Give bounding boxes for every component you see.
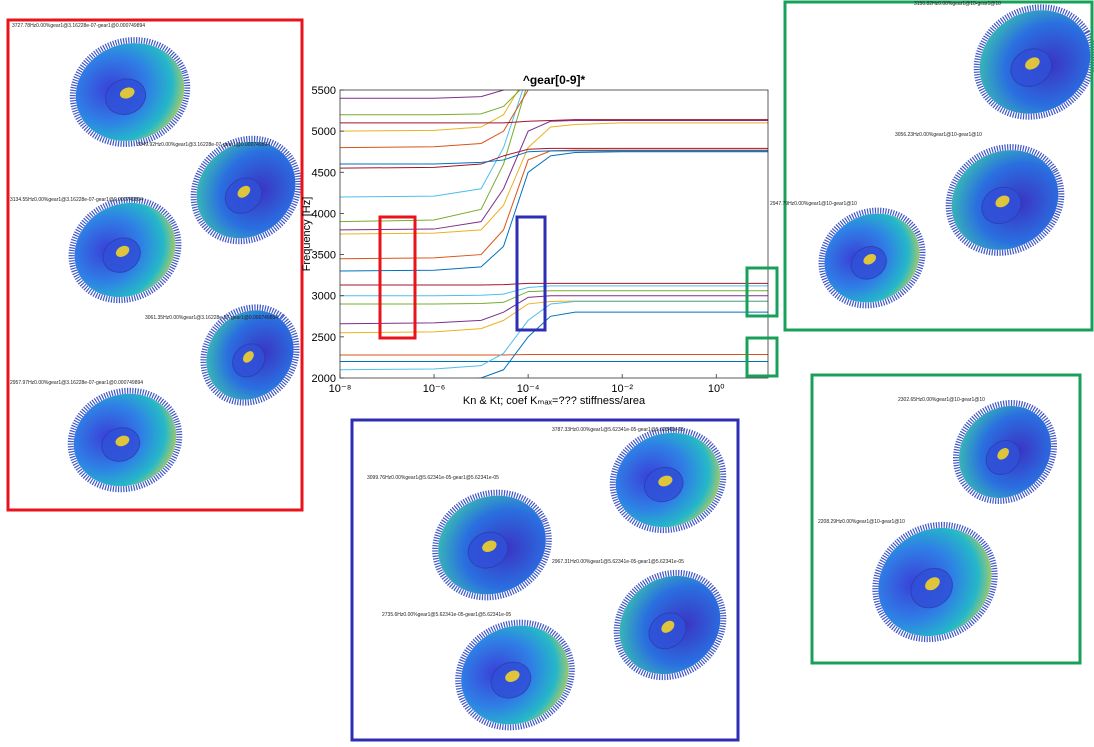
chart-title: ^gear[0-9]* <box>523 73 586 87</box>
gear-label: 3787.33Hz0.00%gear1@5.62341e-05-gear1@5.… <box>552 427 684 433</box>
gear <box>184 288 316 421</box>
gear <box>418 474 566 616</box>
gear-label: 3061.35Hz0.00%gear1@3.16228e-07-gear1@0.… <box>145 315 278 321</box>
y-tick-label: 4000 <box>312 208 336 220</box>
y-tick-label: 2500 <box>312 332 336 344</box>
x-tick-label: 10⁻⁴ <box>517 383 540 395</box>
gear <box>173 118 319 263</box>
gear-label: 3150.82Hz0.00%gear1@10-gear1@10 <box>914 1 1001 7</box>
gear-label: 2957.97Hz0.00%gear1@3.16228e-07-gear1@0.… <box>10 380 143 386</box>
y-tick-label: 4500 <box>312 167 336 179</box>
x-tick-label: 10⁰ <box>708 383 725 395</box>
gear <box>58 24 202 160</box>
gear-label: 3349.92Hz0.00%gear1@3.16228e-07-gear1@0.… <box>137 142 270 148</box>
gear-label: 2208.29Hz0.00%gear1@10-gear1@10 <box>818 519 905 525</box>
gear-label: 3134.55Hz0.00%gear1@3.16228e-07-gear1@0.… <box>10 197 143 203</box>
gear <box>57 376 193 505</box>
x-axis-label: Kn & Kt; coef Kₘₐₓ=??? stiffness/area <box>463 395 646 407</box>
gear <box>441 604 589 742</box>
y-tick-label: 5500 <box>312 85 336 97</box>
gear <box>595 551 744 698</box>
gear <box>804 192 940 323</box>
gear <box>957 0 1094 138</box>
gear <box>599 415 738 546</box>
y-tick-label: 3500 <box>312 250 336 262</box>
plot: ^gear[0-9]* Kn & Kt; coef Kₘₐₓ=??? stiff… <box>301 49 777 407</box>
x-tick-label: 10⁻⁸ <box>329 383 352 395</box>
gear <box>929 127 1080 273</box>
plot-area <box>340 90 768 378</box>
y-tick-label: 5000 <box>312 126 336 138</box>
gear-label: 2302.65Hz0.00%gear1@10-gear1@10 <box>898 397 985 403</box>
x-tick-label: 10⁻⁶ <box>423 383 446 395</box>
gear-label: 2967.31Hz0.00%gear1@5.62341e-05-gear1@5.… <box>552 559 684 565</box>
gear-label: 2735.6Hz0.00%gear1@5.62341e-05-gear1@5.6… <box>382 612 511 618</box>
gear-label: 2947.79Hz0.00%gear1@10-gear1@10 <box>770 201 857 207</box>
gear-label: 3727.78Hz0.00%gear1@3.16228e-07-gear1@0.… <box>12 23 145 29</box>
gear <box>853 502 1017 663</box>
gear-label: 3056.23Hz0.00%gear1@10-gear1@10 <box>895 132 982 138</box>
gear <box>936 383 1074 521</box>
y-tick-label: 3000 <box>312 291 336 303</box>
gear-label: 3099.76Hz0.00%gear1@5.62341e-05-gear1@5.… <box>367 475 499 481</box>
x-tick-label: 10⁻² <box>611 383 633 395</box>
